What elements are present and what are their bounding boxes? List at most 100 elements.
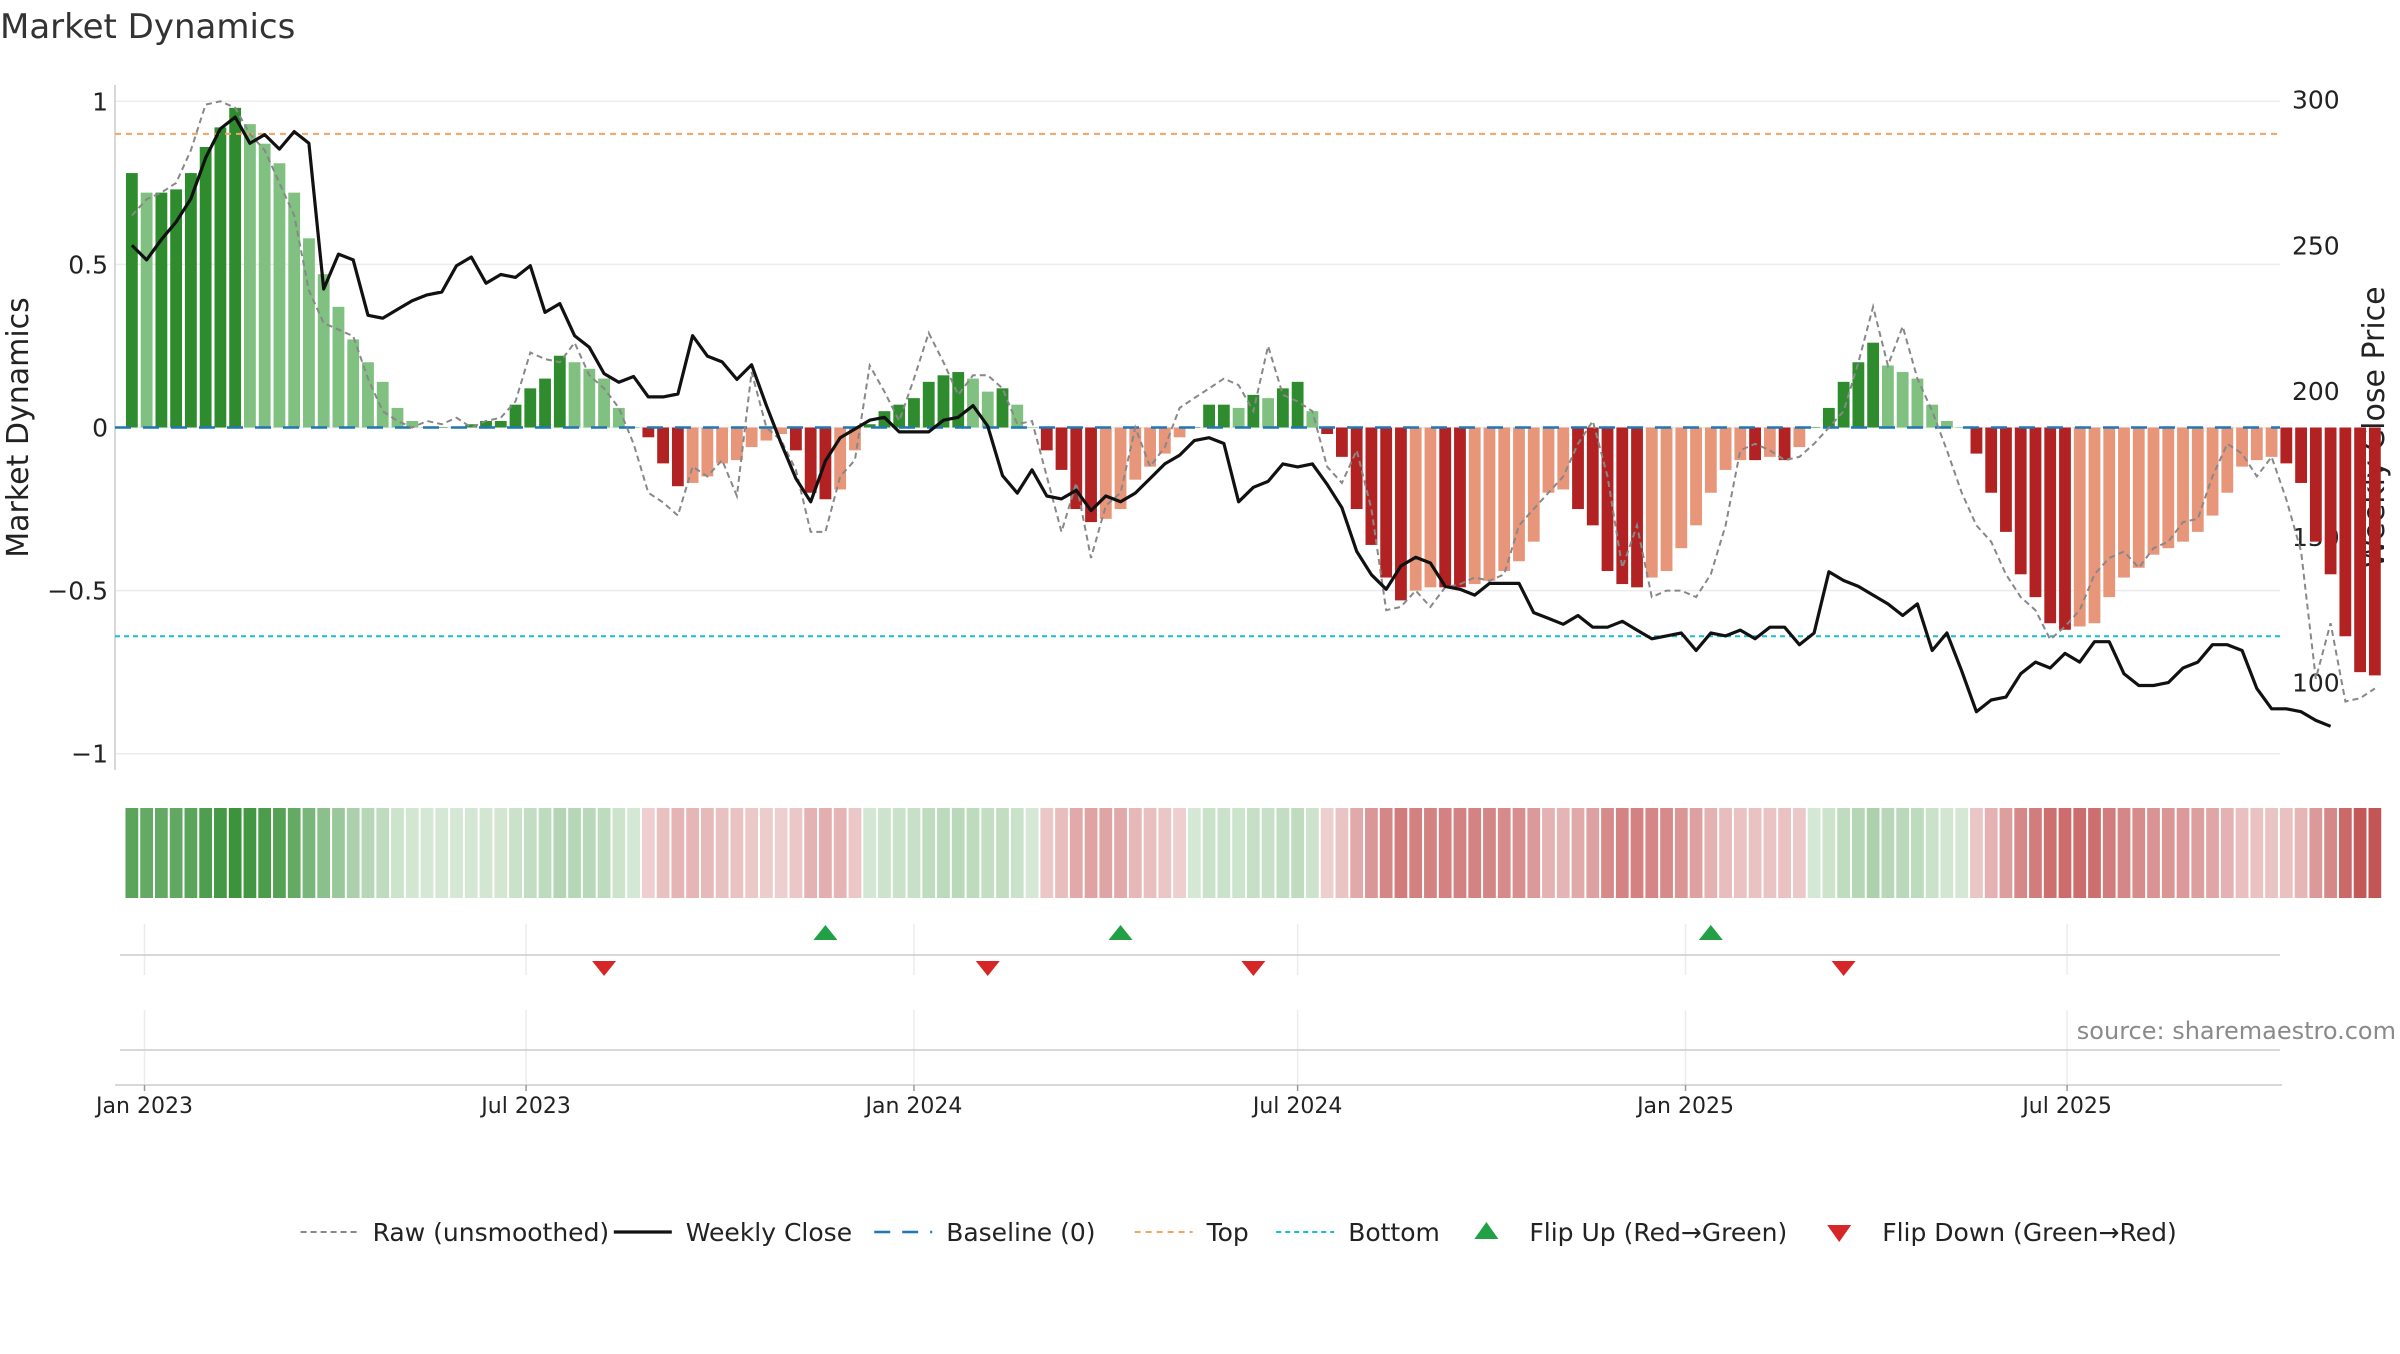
regime-cell	[1704, 808, 1718, 898]
dynamics-bar	[1793, 427, 1806, 448]
dynamics-bar	[922, 381, 935, 428]
legend-label: Top	[1206, 1218, 1249, 1247]
regime-cell	[538, 808, 552, 898]
regime-cell	[2102, 808, 2116, 898]
regime-cell	[184, 808, 198, 898]
dynamics-bar	[790, 427, 802, 451]
dynamics-bar	[1040, 427, 1053, 451]
regime-cell	[656, 808, 670, 898]
dynamics-bar	[1232, 407, 1245, 428]
dynamics-bar	[1306, 411, 1319, 428]
dynamics-bar	[1114, 427, 1127, 510]
dynamics-bar	[1808, 427, 1821, 428]
y2-tick-label: 250	[2292, 231, 2340, 260]
regime-cell	[2324, 808, 2337, 898]
regime-cell	[435, 808, 449, 898]
regime-cell	[1025, 808, 1039, 898]
regime-cell	[1084, 808, 1098, 898]
dynamics-bar	[435, 427, 448, 428]
regime-cell	[1114, 808, 1127, 898]
dynamics-bar	[1424, 427, 1437, 588]
regime-cell	[1940, 808, 1954, 898]
legend-label: Baseline (0)	[946, 1218, 1095, 1247]
y-tick-label: 1	[92, 87, 108, 116]
regime-strip	[125, 808, 2382, 898]
regime-cell	[1674, 808, 1688, 898]
regime-cell	[1763, 808, 1777, 898]
regime-cell	[907, 808, 921, 898]
regime-cell	[2250, 808, 2264, 898]
regime-cell	[214, 808, 227, 898]
regime-cell	[597, 808, 611, 898]
regime-cell	[1158, 808, 1172, 898]
dynamics-bar	[1144, 427, 1156, 467]
dynamics-bar	[1468, 427, 1481, 585]
regime-cell	[523, 808, 537, 898]
regime-cell	[1778, 808, 1791, 898]
dynamics-bar	[1601, 427, 1614, 572]
regime-cell	[1571, 808, 1585, 898]
regime-cell	[2191, 808, 2205, 898]
dynamics-bar	[2014, 427, 2027, 575]
regime-cell	[1896, 808, 1910, 898]
dynamics-bar	[1896, 372, 1909, 428]
dynamics-bar	[2368, 427, 2381, 676]
dynamics-bar	[1631, 427, 1643, 588]
regime-cell	[2058, 808, 2072, 898]
regime-cell	[2353, 808, 2367, 898]
flip-down-marker	[1241, 961, 1266, 976]
dynamics-bar	[657, 427, 670, 464]
dynamics-bar	[1690, 427, 1702, 526]
dynamics-bar	[2000, 427, 2012, 532]
dynamics-bar	[937, 375, 950, 428]
regime-cell	[2294, 808, 2308, 898]
dynamics-bar	[539, 378, 551, 428]
regime-cell	[1365, 808, 1378, 898]
regime-cell	[1512, 808, 1526, 898]
regime-cell	[582, 808, 596, 898]
dynamics-bar	[2029, 427, 2042, 598]
dynamics-bar	[1173, 427, 1186, 438]
dynamics-bar	[2177, 427, 2189, 542]
dynamics-bar	[598, 378, 610, 428]
y-tick-label: 0	[92, 414, 108, 443]
regime-cell	[346, 808, 360, 898]
regime-cell	[2043, 808, 2057, 898]
y-axis-label: Market Dynamics	[1, 297, 36, 558]
dynamics-bar	[1881, 365, 1894, 428]
x-tick-label: Jul 2023	[479, 1094, 571, 1119]
regime-cell	[1202, 808, 1216, 898]
regime-cell	[1630, 808, 1644, 898]
regime-cell	[1881, 808, 1895, 898]
dynamics-bar	[1572, 427, 1584, 510]
regime-cell	[405, 808, 419, 898]
dynamics-bar	[701, 427, 714, 477]
dynamics-bar	[2295, 427, 2307, 483]
regime-cell	[243, 808, 257, 898]
dynamics-bar	[1704, 427, 1717, 493]
x-tick-label: Jan 2024	[864, 1094, 963, 1119]
dynamics-bar	[1778, 427, 1791, 461]
dynamics-bar	[1365, 427, 1378, 545]
dynamics-bar	[406, 420, 419, 428]
dynamics-bar	[1527, 427, 1540, 542]
regime-cell	[1394, 808, 1408, 898]
dynamics-bar	[465, 424, 478, 428]
regime-cell	[819, 808, 832, 898]
dynamics-bar	[1616, 427, 1629, 585]
dynamics-bar	[1321, 427, 1334, 435]
dynamics-bar	[1129, 427, 1142, 480]
dynamics-bar	[2265, 427, 2278, 457]
regime-cell	[774, 808, 788, 898]
regime-cell	[464, 808, 478, 898]
regime-cell	[509, 808, 522, 898]
regime-cell	[1733, 808, 1747, 898]
dynamics-bar	[849, 427, 861, 451]
regime-cell	[2161, 808, 2175, 898]
regime-cell	[951, 808, 965, 898]
y2-tick-label: 200	[2292, 377, 2340, 406]
regime-cell	[1276, 808, 1290, 898]
dynamics-bar	[760, 427, 773, 441]
regime-cell	[2309, 808, 2323, 898]
